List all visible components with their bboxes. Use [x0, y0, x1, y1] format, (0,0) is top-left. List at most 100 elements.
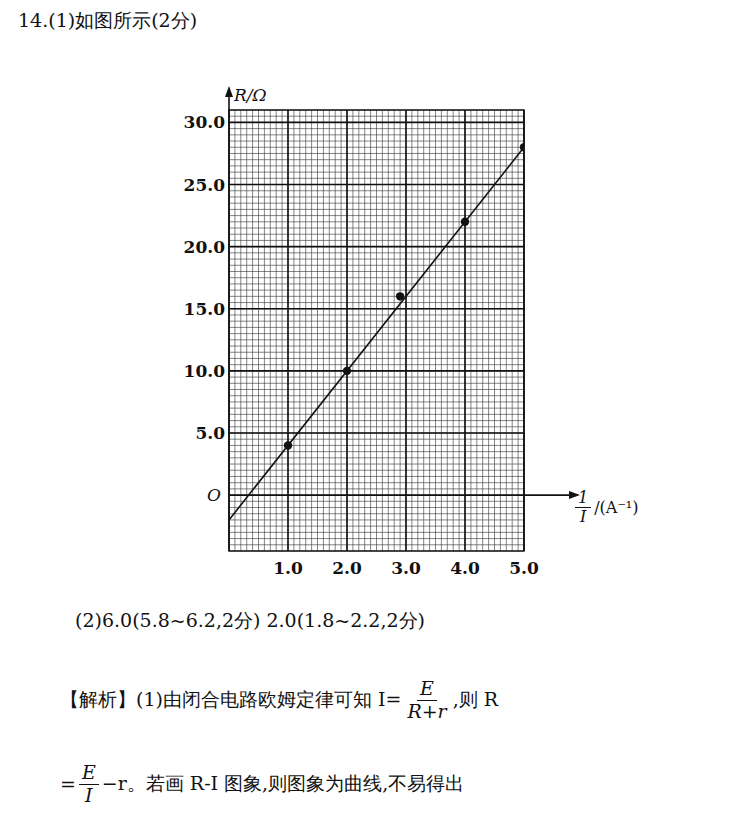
minor-grid-line: [229, 290, 524, 291]
plot-frame: [229, 110, 524, 551]
x-grid-line: [287, 110, 289, 551]
minor-grid-line: [323, 110, 324, 551]
minor-grid-line: [429, 110, 430, 551]
minor-grid-line: [229, 184, 524, 185]
y-axis-arrow: [225, 86, 233, 97]
text-run: ,则 R: [453, 688, 498, 710]
minor-grid-line: [229, 346, 524, 347]
minor-grid-line: [229, 432, 524, 433]
minor-grid-line: [494, 110, 495, 551]
minor-grid-line: [229, 321, 524, 322]
minor-grid-line: [229, 439, 524, 440]
minor-grid-line: [229, 364, 524, 365]
minor-grid-line: [459, 110, 460, 551]
minor-grid-line: [229, 451, 524, 452]
minor-grid-line: [229, 246, 524, 247]
major-grid: [229, 110, 524, 551]
minor-grid-line: [229, 141, 524, 142]
minor-grid-line: [258, 110, 259, 551]
minor-grid-line: [229, 159, 524, 160]
answer-line: (2)6.0(5.8~6.2,2分) 2.0(1.8~2.2,2分): [75, 608, 425, 634]
minor-grid-line: [229, 165, 524, 166]
minor-grid-line: [524, 110, 525, 551]
minor-grid-line: [329, 110, 330, 551]
analysis-line: 【解析】(1)由闭合电路欧姆定律可知 I=ER+r,则 R: [60, 678, 498, 723]
x-tick-label: 2.0: [332, 558, 362, 578]
minor-grid-line: [229, 383, 524, 384]
minor-grid-line: [282, 110, 283, 551]
minor-grid-line: [482, 110, 483, 551]
y-tick-label: 30.0: [184, 112, 226, 132]
minor-grid-line: [270, 110, 271, 551]
minor-grid-line: [229, 221, 524, 222]
minor-grid-line: [229, 178, 524, 179]
denominator: I: [82, 785, 96, 807]
minor-grid-line: [246, 110, 247, 551]
minor-grid-line: [229, 352, 524, 353]
minor-grid-line: [382, 110, 383, 551]
minor-grid-line: [229, 302, 524, 303]
minor-grid-line: [411, 110, 412, 551]
minor-grid-line: [229, 488, 524, 489]
minor-grid-line: [394, 110, 395, 551]
minor-grid-line: [288, 110, 289, 551]
y-grid-line: [229, 370, 524, 372]
x-axis-label: 1I/(A⁻¹): [572, 489, 638, 527]
y-grid-line: [229, 308, 524, 310]
minor-grid-line: [518, 110, 519, 551]
x-tick-label: 3.0: [391, 558, 421, 578]
minor-grid-line: [229, 426, 524, 427]
minor-grid-line: [229, 339, 524, 340]
text-run: /(A⁻¹): [594, 498, 638, 517]
minor-grid-line: [335, 110, 336, 551]
minor-grid-line: [364, 110, 365, 551]
y-grid-line: [229, 432, 524, 434]
minor-grid-line: [453, 110, 454, 551]
numerator: E: [79, 762, 99, 785]
minor-grid-line: [229, 271, 524, 272]
minor-grid-line: [305, 110, 306, 551]
y-grid-line: [229, 184, 524, 186]
minor-grid-line: [465, 110, 466, 551]
minor-grid-line: [229, 501, 524, 502]
minor-grid-line: [229, 538, 524, 539]
y-tick-label: 10.0: [184, 361, 226, 381]
minor-grid-line: [229, 116, 524, 117]
minor-grid-line: [229, 172, 524, 173]
minor-grid-line: [234, 110, 235, 551]
fraction: ER+r: [404, 678, 449, 723]
minor-grid-line: [229, 327, 524, 328]
fraction: 1I: [575, 489, 591, 527]
minor-grid: [229, 110, 524, 551]
minor-grid-line: [229, 544, 524, 545]
minor-grid-line: [423, 110, 424, 551]
minor-grid-line: [229, 445, 524, 446]
minor-grid-line: [317, 110, 318, 551]
x-grid-line: [464, 110, 466, 551]
minor-grid-line: [229, 277, 524, 278]
minor-grid-line: [264, 110, 265, 551]
minor-grid-line: [229, 482, 524, 483]
minor-grid-line: [229, 526, 524, 527]
minor-grid-line: [512, 110, 513, 551]
minor-grid-line: [417, 110, 418, 551]
minor-grid-line: [293, 110, 294, 551]
minor-grid-line: [229, 414, 524, 415]
fit-line: [229, 147, 524, 520]
text-run: −r。若画 R-I 图象,则图象为曲线,不易得出: [102, 772, 464, 794]
x-grid-line: [405, 110, 407, 551]
minor-grid-line: [229, 252, 524, 253]
x-grid-line: [523, 110, 525, 551]
minor-grid-line: [229, 401, 524, 402]
data-group: [229, 143, 524, 520]
header: 14.(1)如图所示(2分): [18, 8, 197, 34]
minor-grid-line: [358, 110, 359, 551]
minor-grid-line: [476, 110, 477, 551]
minor-grid-line: [229, 228, 524, 229]
y-tick-label: 15.0: [184, 299, 226, 319]
minor-grid-line: [229, 209, 524, 210]
minor-grid-line: [229, 147, 524, 148]
minor-grid-line: [229, 420, 524, 421]
minor-grid-line: [229, 196, 524, 197]
minor-grid-line: [341, 110, 342, 551]
